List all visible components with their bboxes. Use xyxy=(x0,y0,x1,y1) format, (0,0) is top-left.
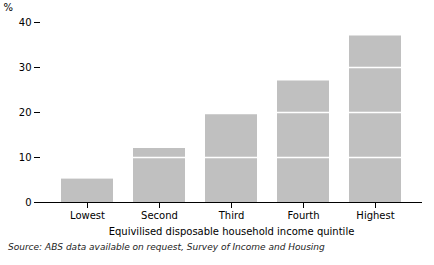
svg-text:0: 0 xyxy=(25,197,31,208)
svg-text:Third: Third xyxy=(218,210,245,221)
svg-text:10: 10 xyxy=(19,152,32,163)
svg-text:40: 40 xyxy=(19,17,32,28)
svg-text:%: % xyxy=(4,2,14,13)
svg-text:Lowest: Lowest xyxy=(70,210,105,221)
svg-text:Second: Second xyxy=(141,210,178,221)
html-text:Source: ABS data available on: Source: ABS data available on request, S… xyxy=(8,242,325,252)
svg-text:20: 20 xyxy=(19,107,32,118)
svg-text:30: 30 xyxy=(19,62,32,73)
svg-text:Fourth: Fourth xyxy=(287,210,319,221)
svg-text:Highest: Highest xyxy=(356,210,394,221)
svg-text:Equivilised disposable househo: Equivilised disposable household income … xyxy=(109,226,355,237)
